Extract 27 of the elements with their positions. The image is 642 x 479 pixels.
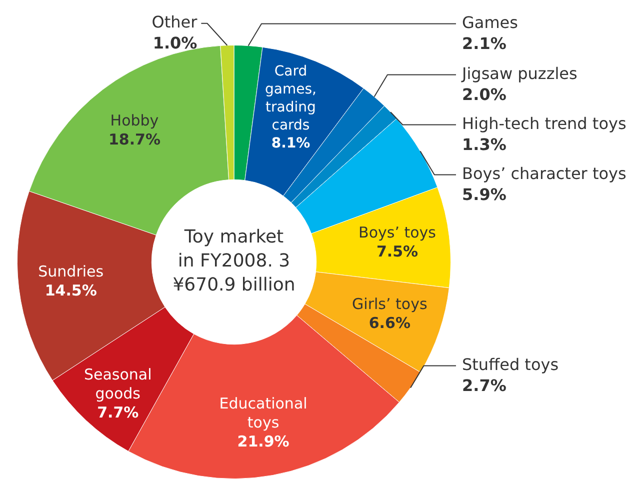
slice-label: High-tech trend toys bbox=[462, 114, 626, 133]
slice-label: Seasonal goods bbox=[84, 366, 152, 403]
data-label: 21.9% bbox=[237, 432, 290, 451]
data-label: 7.5% bbox=[376, 242, 418, 260]
data-label: 5.9% bbox=[462, 184, 506, 204]
data-label: 2.0% bbox=[462, 84, 506, 104]
data-label: 7.7% bbox=[97, 404, 139, 422]
data-label: 2.1% bbox=[462, 34, 506, 53]
slice-label: Hobby bbox=[110, 112, 159, 130]
data-label: 2.7% bbox=[462, 376, 506, 395]
slice-label: Educational toys bbox=[219, 394, 308, 432]
data-label: 1.0% bbox=[152, 34, 198, 53]
data-label: 18.7% bbox=[108, 130, 161, 149]
slice-label: Girls’ toys bbox=[352, 295, 428, 314]
data-label: 6.6% bbox=[368, 314, 410, 332]
slice-label: Stuffed toys bbox=[462, 354, 559, 374]
slice-label: Games bbox=[462, 12, 518, 32]
text: Toy market in FY2008. 3 ¥670.9 billion bbox=[172, 226, 296, 296]
data-label: 1.3% bbox=[462, 134, 506, 154]
data-label: 14.5% bbox=[44, 281, 97, 300]
slice-label: Sundries bbox=[38, 262, 104, 280]
slice-label: Boys’ toys bbox=[358, 223, 436, 242]
slice-label: Jigsaw puzzles bbox=[461, 64, 578, 83]
slice-label: Boys’ character toys bbox=[462, 164, 626, 183]
slice-label: Other bbox=[152, 12, 198, 32]
slice-label: Card games, trading cards bbox=[265, 63, 316, 134]
data-label: 8.1% bbox=[271, 135, 310, 152]
